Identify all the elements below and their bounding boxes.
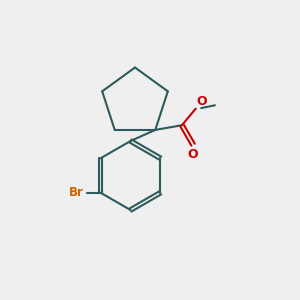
Text: O: O <box>188 148 198 161</box>
Text: O: O <box>196 95 207 108</box>
Text: Br: Br <box>69 186 83 199</box>
